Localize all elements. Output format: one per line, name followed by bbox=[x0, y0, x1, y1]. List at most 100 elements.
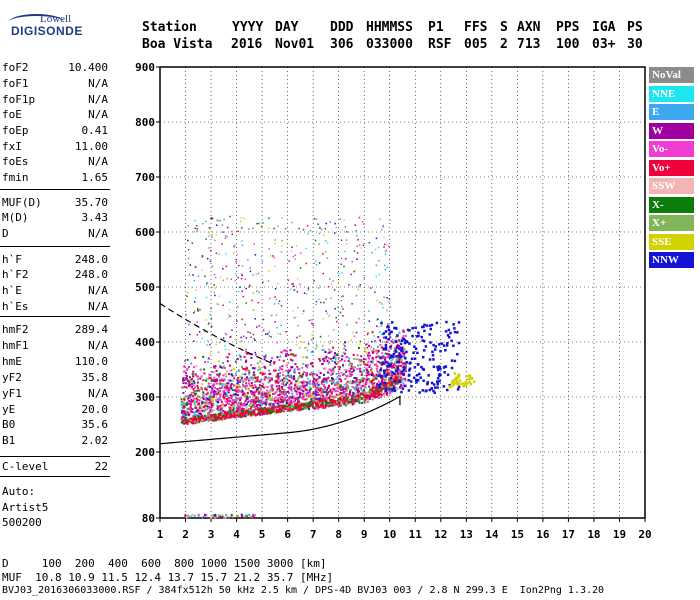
echo-point bbox=[234, 372, 237, 375]
echo-point bbox=[235, 384, 238, 387]
echo-point bbox=[450, 359, 454, 362]
echo-point bbox=[472, 380, 476, 384]
echo-point bbox=[360, 373, 363, 376]
echo-point bbox=[211, 217, 214, 220]
echo-point bbox=[185, 372, 188, 375]
echo-point bbox=[359, 284, 362, 286]
echo-point bbox=[210, 409, 213, 412]
parameter-row: M(D) 3.43 bbox=[2, 211, 108, 225]
echo-point bbox=[281, 368, 284, 371]
echo-point bbox=[191, 373, 194, 376]
echo-point bbox=[449, 385, 452, 388]
echo-point bbox=[210, 392, 213, 395]
echo-point bbox=[245, 337, 248, 339]
echo-point bbox=[242, 408, 245, 411]
echo-point bbox=[464, 380, 468, 384]
echo-point bbox=[200, 386, 203, 389]
echo-point bbox=[295, 402, 298, 405]
echo-point bbox=[349, 361, 352, 364]
echo-point bbox=[292, 310, 294, 312]
echo-point bbox=[379, 301, 381, 304]
echo-point bbox=[395, 365, 398, 368]
echo-point bbox=[385, 364, 388, 367]
echo-point bbox=[188, 376, 191, 379]
echo-point bbox=[387, 384, 390, 387]
echo-point bbox=[305, 388, 308, 391]
echo-point bbox=[390, 359, 393, 362]
echo-point bbox=[321, 388, 324, 391]
echo-point bbox=[345, 382, 348, 385]
echo-point bbox=[279, 397, 282, 400]
echo-point bbox=[401, 352, 404, 355]
echo-point bbox=[326, 371, 329, 374]
echo-point bbox=[389, 384, 392, 387]
echo-point bbox=[384, 343, 388, 347]
echo-point bbox=[390, 366, 393, 369]
echo-point bbox=[297, 408, 300, 411]
echo-point bbox=[237, 397, 240, 400]
echo-point bbox=[255, 377, 258, 380]
echo-point bbox=[405, 361, 409, 364]
echo-point bbox=[388, 374, 391, 377]
echo-point bbox=[202, 416, 205, 419]
echo-point bbox=[333, 361, 336, 364]
echo-point bbox=[231, 233, 234, 236]
echo-point bbox=[386, 297, 388, 299]
echo-point bbox=[216, 219, 218, 222]
echo-point bbox=[254, 408, 257, 411]
echo-point bbox=[296, 388, 299, 391]
echo-point bbox=[428, 388, 431, 392]
echo-point bbox=[194, 413, 197, 416]
echo-point bbox=[270, 336, 272, 338]
echo-point bbox=[189, 401, 192, 404]
echo-point bbox=[396, 381, 399, 384]
echo-point bbox=[197, 408, 200, 411]
echo-point bbox=[315, 303, 317, 306]
echo-point bbox=[376, 392, 379, 395]
echo-point bbox=[192, 375, 195, 378]
echo-point bbox=[255, 405, 258, 408]
echo-point bbox=[195, 397, 198, 400]
echo-point bbox=[224, 410, 227, 413]
echo-point bbox=[370, 287, 372, 289]
echo-point bbox=[332, 329, 335, 331]
echo-point bbox=[285, 330, 287, 333]
echo-point bbox=[248, 286, 251, 288]
echo-point bbox=[344, 404, 347, 407]
echo-point bbox=[310, 362, 313, 365]
echo-point bbox=[404, 379, 407, 382]
echo-point bbox=[371, 331, 374, 334]
echo-point bbox=[318, 387, 321, 390]
echo-point bbox=[274, 405, 277, 408]
echo-point bbox=[196, 375, 199, 378]
echo-point bbox=[367, 331, 369, 333]
echo-point bbox=[338, 377, 341, 380]
echo-point bbox=[297, 368, 300, 371]
echo-point bbox=[236, 515, 239, 518]
echo-point bbox=[227, 416, 230, 419]
echo-point bbox=[275, 390, 278, 393]
echo-point bbox=[378, 390, 381, 393]
echo-point bbox=[267, 270, 270, 272]
echo-point bbox=[432, 343, 435, 347]
header-label: FFS bbox=[464, 20, 488, 35]
echo-point bbox=[274, 401, 277, 404]
echo-point bbox=[252, 401, 255, 404]
echo-point bbox=[328, 348, 331, 351]
echo-point bbox=[377, 397, 380, 400]
echo-point bbox=[277, 380, 280, 383]
echo-point bbox=[416, 363, 420, 366]
echo-point bbox=[433, 391, 436, 394]
echo-point bbox=[374, 248, 377, 251]
plot-frame bbox=[159, 66, 646, 519]
echo-point bbox=[301, 366, 304, 369]
echo-point bbox=[311, 383, 314, 386]
echo-point bbox=[393, 378, 396, 381]
echo-point bbox=[208, 373, 211, 376]
echo-point bbox=[285, 404, 288, 407]
echo-point bbox=[198, 399, 201, 402]
echo-point bbox=[387, 386, 390, 389]
echo-point bbox=[244, 350, 247, 353]
echo-point bbox=[313, 217, 316, 220]
echo-point bbox=[293, 316, 295, 319]
